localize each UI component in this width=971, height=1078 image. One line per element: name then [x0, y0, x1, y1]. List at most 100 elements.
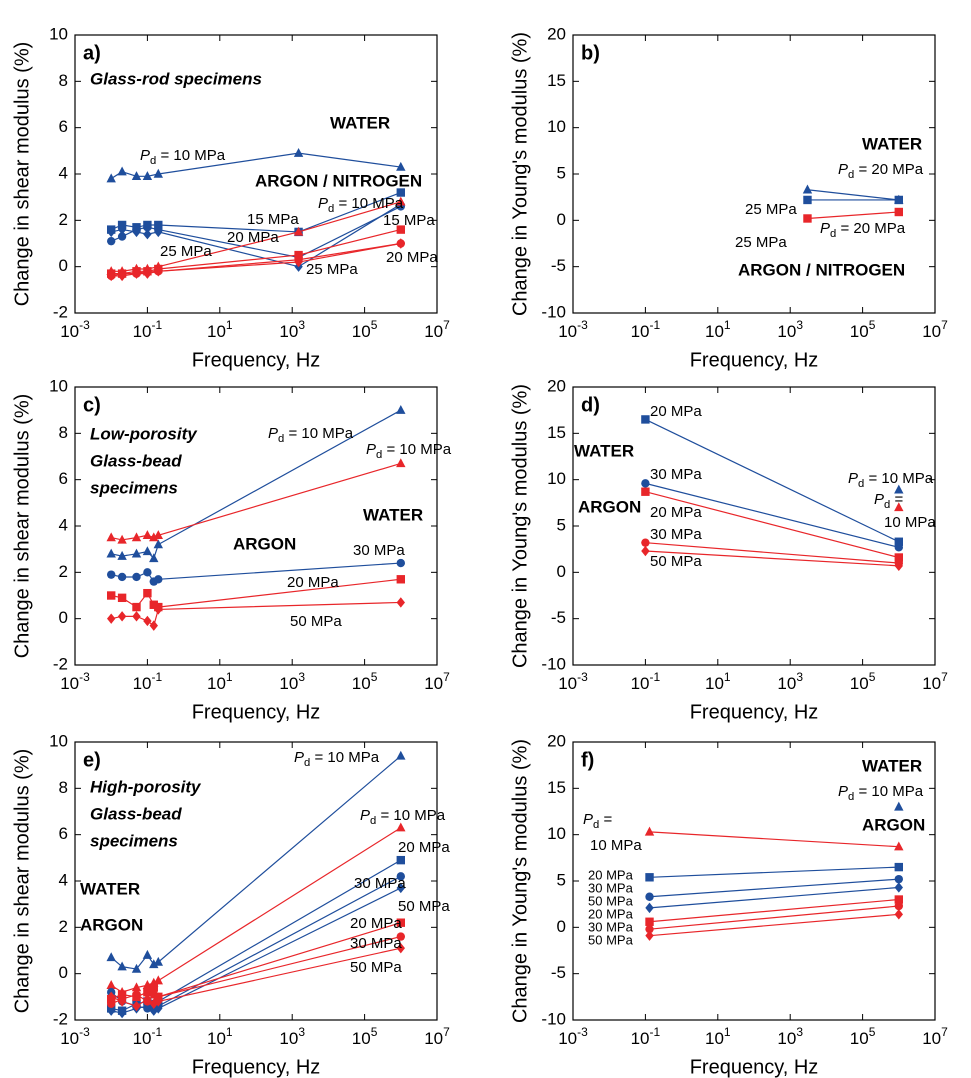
y-tick-label: 20	[547, 731, 566, 750]
series-line	[645, 491, 899, 559]
series-line	[807, 189, 899, 201]
point	[117, 996, 127, 1007]
annotation: 15 MPa	[383, 212, 435, 229]
x-axis-label: Frequency, Hz	[690, 701, 819, 723]
point	[396, 932, 405, 941]
point	[154, 575, 163, 584]
point	[106, 173, 116, 183]
annotation: Pd = 10 MPa	[294, 749, 380, 769]
plot-frame	[572, 386, 936, 666]
annotation: ARGON	[233, 534, 296, 553]
panel-label: b)	[581, 42, 600, 64]
panel-label: f)	[581, 749, 594, 771]
y-tick-label: -10	[541, 654, 566, 673]
annotation: 10 MPa	[590, 837, 642, 854]
y-tick-label: -10	[541, 302, 566, 321]
x-tick-label: 10-3	[60, 1025, 90, 1048]
annotation: Pd = 10 MPa	[848, 470, 934, 490]
x-tick-label: 107	[922, 1025, 948, 1048]
point	[131, 548, 142, 558]
y-tick-label: 5	[557, 163, 566, 182]
point	[143, 268, 152, 279]
annotation: 20 MPa	[350, 915, 402, 932]
series-line	[649, 866, 899, 878]
annotation: 25 MPa	[735, 234, 787, 251]
y-tick-label: 8	[59, 423, 68, 442]
point	[149, 620, 158, 631]
x-tick-label: 105	[352, 1025, 378, 1048]
point	[107, 270, 116, 282]
point	[293, 147, 304, 157]
annotation: Pd = 10 MPa	[838, 783, 924, 803]
annotation: 30 MPa	[588, 919, 634, 934]
point	[143, 588, 152, 598]
annotation: Pd = 20 MPa	[838, 161, 924, 181]
point	[117, 550, 127, 560]
y-tick-label: 4	[59, 515, 68, 534]
annotation: Pd = 20 MPa	[820, 220, 906, 240]
point	[142, 171, 153, 181]
point	[132, 572, 141, 582]
point	[894, 502, 904, 512]
x-tick-label: 10-3	[558, 670, 588, 693]
y-tick-label: 8	[59, 71, 68, 90]
series-line	[649, 913, 899, 937]
annotation: 15 MPa	[247, 211, 299, 228]
point	[644, 826, 655, 836]
point	[802, 184, 813, 194]
annotation: 50 MPa	[398, 898, 450, 915]
x-tick-label: 105	[850, 670, 876, 693]
point	[396, 196, 406, 206]
annotation: 30 MPa	[353, 542, 405, 559]
point	[803, 195, 812, 205]
point	[396, 822, 406, 832]
point	[153, 168, 163, 178]
point	[131, 963, 142, 973]
point	[132, 1000, 141, 1012]
annotation: Pd = 10 MPa	[366, 441, 452, 461]
point	[803, 214, 812, 223]
annotation: WATER	[862, 756, 922, 775]
point	[641, 545, 650, 557]
annotation: 10 MPa	[884, 514, 936, 531]
series-line	[649, 878, 899, 898]
annotation: 20 MPa	[650, 403, 702, 420]
series-line	[645, 482, 899, 548]
point	[894, 537, 903, 546]
annotation: 25 MPa	[160, 243, 212, 260]
x-tick-label: 105	[352, 318, 378, 341]
panel-label: e)	[83, 749, 101, 771]
y-tick-label: 10	[547, 469, 566, 488]
point	[294, 250, 303, 260]
y-tick-label: -10	[541, 1009, 566, 1028]
panel-label: d)	[581, 394, 600, 416]
y-tick-label: 5	[557, 870, 566, 889]
annotation: 30 MPa	[354, 875, 406, 892]
x-tick-label: 10-1	[631, 1025, 661, 1048]
point	[396, 872, 405, 881]
point	[645, 917, 654, 926]
point	[645, 902, 654, 914]
point	[117, 232, 127, 241]
x-axis-label: Frequency, Hz	[192, 1056, 321, 1078]
point	[894, 801, 904, 811]
y-axis-label: Change in shear modulus (%)	[11, 394, 33, 659]
point	[106, 548, 116, 558]
point	[396, 238, 405, 249]
y-tick-label: -2	[53, 302, 68, 321]
point	[645, 892, 654, 901]
annotation: 20 MPa	[588, 867, 634, 882]
x-tick-label: 10-1	[631, 318, 661, 341]
annotation: 20 MPa	[650, 504, 702, 521]
point	[294, 256, 303, 268]
annotation: Glass-bead	[90, 451, 182, 470]
y-tick-label: 6	[59, 469, 68, 488]
y-tick-label: 10	[49, 24, 68, 43]
point	[396, 855, 405, 865]
point	[107, 1005, 116, 1016]
series-line	[649, 886, 899, 909]
annotation: High-porosity	[90, 777, 202, 796]
y-tick-label: -2	[53, 654, 68, 673]
point	[117, 990, 127, 999]
x-axis-label: Frequency, Hz	[690, 1056, 819, 1078]
